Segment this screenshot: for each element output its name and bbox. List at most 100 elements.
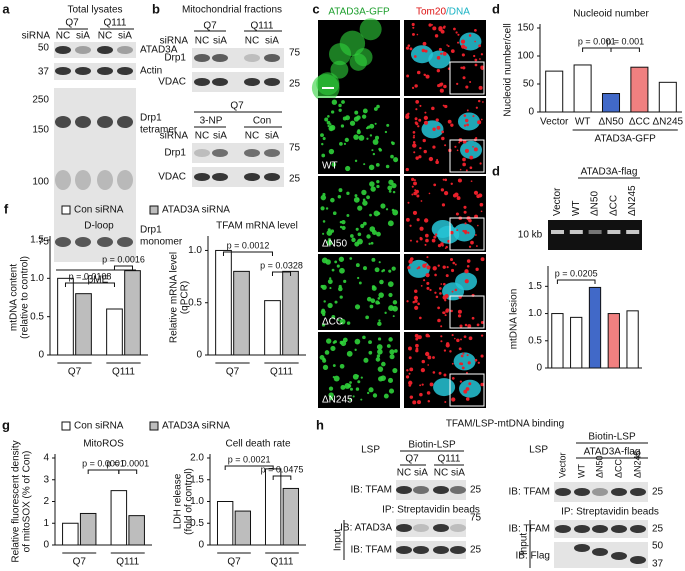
- stain: [478, 44, 482, 48]
- stain: [420, 367, 426, 373]
- stain: [412, 141, 416, 144]
- stain: [329, 396, 334, 401]
- stain: [465, 397, 470, 401]
- label: Q7: [65, 18, 79, 29]
- nucleus: [433, 378, 456, 397]
- stain: [417, 302, 420, 306]
- stain: [325, 259, 331, 265]
- stain: [378, 261, 381, 264]
- stain: [416, 218, 420, 222]
- bar: [607, 313, 620, 369]
- y-tick-label: 4: [43, 453, 49, 464]
- stain: [457, 309, 462, 314]
- bar: [124, 270, 141, 356]
- stain: [387, 281, 394, 287]
- stain: [452, 261, 456, 265]
- stain: [322, 312, 326, 317]
- bar: [128, 515, 145, 546]
- stain: [479, 162, 482, 165]
- stain: [440, 335, 443, 338]
- stain: [327, 279, 333, 285]
- stain: [465, 85, 469, 89]
- stain: [329, 277, 332, 280]
- stain: [440, 340, 443, 343]
- stain: [461, 44, 466, 49]
- stain: [406, 74, 410, 78]
- band: [264, 78, 280, 86]
- nucleus: [453, 352, 476, 371]
- stain: [480, 53, 484, 56]
- label: 100: [32, 177, 49, 188]
- stain: [352, 373, 359, 380]
- stain: [341, 220, 346, 225]
- row-label: ΔCC: [322, 317, 343, 328]
- band: [611, 488, 627, 496]
- stain: [341, 225, 346, 230]
- stain: [326, 239, 333, 246]
- band: [264, 149, 280, 157]
- stain: [372, 393, 378, 398]
- gel-band: [551, 230, 564, 234]
- band: [194, 149, 210, 157]
- bar: [234, 510, 252, 546]
- stain: [417, 266, 421, 269]
- band: [264, 173, 280, 181]
- stain: [434, 233, 438, 236]
- band: [630, 488, 646, 496]
- stain: [456, 82, 459, 85]
- stain: [473, 190, 479, 195]
- stain: [434, 273, 437, 277]
- stain: [435, 295, 439, 299]
- stain: [467, 324, 472, 329]
- bar: [570, 316, 583, 369]
- stain: [471, 316, 475, 320]
- stain: [451, 334, 454, 337]
- label: siA: [118, 31, 132, 42]
- bar: [658, 81, 677, 113]
- label: 3-NP: [200, 116, 223, 127]
- stain: [366, 137, 369, 140]
- bar: [264, 468, 282, 546]
- band: [413, 486, 429, 494]
- label: 25: [470, 545, 482, 556]
- stain: [357, 232, 362, 237]
- p-value: p = 0.0108: [69, 271, 112, 281]
- stain: [370, 298, 376, 304]
- stain: [340, 124, 345, 128]
- stain: [436, 56, 441, 60]
- stain: [329, 287, 332, 290]
- p-value: p = 0.001: [606, 36, 644, 46]
- stain: [425, 263, 428, 265]
- stain: [462, 76, 466, 80]
- stain: [412, 400, 417, 405]
- stain: [468, 218, 472, 223]
- y-axis-label: mtDNA lesion: [509, 289, 520, 350]
- band: [244, 54, 260, 62]
- band: [194, 54, 210, 62]
- stain: [461, 53, 465, 57]
- stain: [369, 304, 374, 309]
- stain: [426, 265, 431, 270]
- stain: [455, 212, 459, 216]
- stain: [342, 116, 347, 121]
- y-axis-label: Relative mRNA level: [169, 252, 180, 343]
- band: [555, 488, 571, 496]
- stain: [427, 364, 430, 366]
- stain: [334, 300, 338, 304]
- stain: [384, 130, 388, 134]
- stain: [322, 220, 326, 223]
- stain: [409, 224, 412, 227]
- x-tick-label: Q111: [270, 367, 293, 378]
- blot: [396, 519, 466, 537]
- stain: [421, 359, 426, 364]
- stain: [372, 152, 376, 156]
- band: [75, 67, 91, 75]
- stain: [368, 350, 373, 355]
- label: siA: [414, 468, 428, 479]
- stain: [454, 145, 457, 148]
- label: VDAC: [158, 77, 186, 88]
- y-tick-label: 0: [198, 540, 204, 551]
- stain: [437, 306, 440, 310]
- stain: [443, 349, 447, 352]
- stain: [440, 283, 443, 285]
